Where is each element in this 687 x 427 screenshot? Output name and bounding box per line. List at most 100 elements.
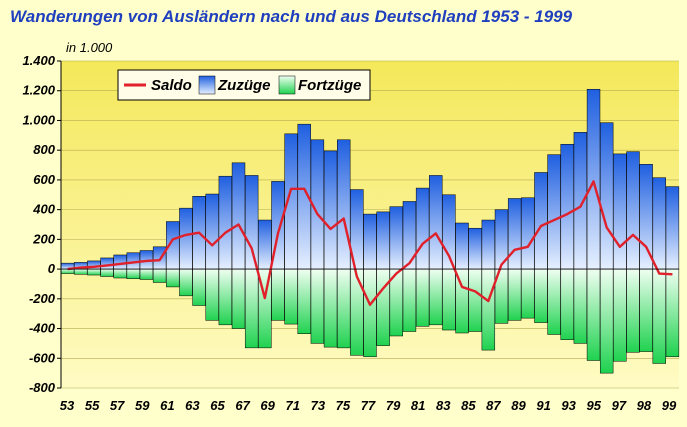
- bar-zuzuege-1998: [652, 177, 666, 270]
- x-tick-label-14: 81: [411, 398, 425, 413]
- bar-fortzuege-1979: [402, 268, 417, 332]
- x-tick-label-9: 71: [286, 398, 300, 413]
- bar-fortzuege-1969: [271, 268, 285, 321]
- legend-box: [117, 69, 371, 101]
- x-tick-label-8: 69: [260, 398, 275, 413]
- bar-fortzuege-1959: [139, 268, 154, 280]
- bar-fortzuege-1973: [323, 268, 338, 348]
- bar-zuzuege-1962: [179, 207, 193, 270]
- bar-fortzuege-1993: [586, 268, 601, 361]
- bar-fortzuege-1992: [573, 268, 588, 344]
- x-tick-label-5: 63: [185, 398, 200, 413]
- bar-fortzuege-1998: [652, 268, 666, 364]
- bar-zuzuege-1979: [402, 201, 417, 270]
- bar-fortzuege-1956: [100, 268, 114, 277]
- bar-fortzuege-1982: [442, 268, 456, 331]
- bar-fortzuege-1957: [113, 268, 127, 279]
- x-tick-label-1: 55: [85, 398, 100, 413]
- bar-fortzuege-1977: [376, 268, 390, 346]
- y-tick-label-8: 800: [33, 142, 55, 157]
- x-tick-label-20: 93: [561, 398, 576, 413]
- x-tick-label-23: 98: [637, 398, 652, 413]
- x-tick-label-15: 83: [436, 398, 451, 413]
- bar-zuzuege-1956: [100, 257, 114, 270]
- legend-zuzuege-swatch: [198, 75, 216, 95]
- bar-fortzuege-1975: [350, 268, 364, 356]
- x-tick-label-13: 79: [386, 398, 401, 413]
- bar-fortzuege-1972: [310, 268, 325, 344]
- bar-zuzuege-1985: [481, 219, 496, 270]
- axes: [60, 61, 679, 388]
- legend-zuzuege-label: Zuzüge: [217, 77, 271, 94]
- x-tick-label-18: 89: [511, 398, 526, 413]
- bar-fortzuege-1966: [231, 268, 246, 329]
- x-tick-label-6: 65: [210, 398, 225, 413]
- y-tick-label-10: 1.200: [22, 83, 55, 98]
- bar-zuzuege-1964: [205, 193, 219, 270]
- bar-fortzuege-1964: [205, 268, 219, 321]
- y-ticks: -800 -600 -400 -200 0 200 400 600 800 1.000 1.200 1…: [22, 53, 61, 395]
- legend-saldo-label: Saldo: [151, 77, 192, 94]
- bar-fortzuege-1988: [521, 268, 535, 319]
- bar-fortzuege-1997: [639, 268, 653, 352]
- bar-zuzuege-1957: [113, 254, 127, 270]
- x-tick-label-2: 57: [110, 398, 125, 413]
- chart-title: Wanderungen von Ausländern nach und aus …: [10, 7, 573, 26]
- bar-zuzuege-1965: [218, 175, 233, 270]
- y-tick-label-9: 1.000: [22, 112, 55, 127]
- x-tick-label-0: 53: [60, 398, 75, 413]
- bar-zuzuege-1966: [231, 162, 246, 270]
- x-tick-label-21: 95: [587, 398, 602, 413]
- bar-fortzuege-1991: [560, 268, 574, 340]
- bar-fortzuege-1984: [468, 268, 482, 332]
- bar-fortzuege-1994: [599, 268, 614, 374]
- bar-zuzuege-1974: [337, 139, 351, 270]
- bar-zuzuege-1993: [586, 88, 601, 270]
- x-tick-label-7: 67: [235, 398, 250, 413]
- bar-zuzuege-1973: [323, 150, 338, 270]
- bar-zuzuege-1984: [468, 227, 482, 270]
- bar-fortzuege-1995: [613, 268, 627, 362]
- y-tick-label-4: 0: [48, 261, 56, 276]
- legend: Saldo Zuzüge Fortzüge: [117, 69, 371, 101]
- bar-zuzuege-1968: [258, 219, 272, 270]
- bar-fortzuege-1980: [415, 268, 430, 327]
- y-tick-label-5: 200: [32, 231, 55, 246]
- x-tick-label-4: 61: [160, 398, 174, 413]
- x-tick-label-17: 87: [486, 398, 501, 413]
- x-tick-label-16: 85: [461, 398, 476, 413]
- saldo-line: [67, 180, 673, 306]
- bar-fortzuege-1958: [126, 268, 141, 280]
- x-ticks: 53 55 57 59 61 63 65 67 69 71 73 75 77 79 81 83 85 87 89 91…: [60, 398, 677, 413]
- y-tick-label-3: -200: [29, 291, 56, 306]
- bar-zuzuege-1999: [665, 186, 680, 270]
- bar-zuzuege-1983: [455, 222, 469, 270]
- bar-fortzuege-1970: [284, 268, 298, 325]
- bar-fortzuege-1996: [626, 268, 640, 353]
- bar-fortzuege-1963: [192, 268, 206, 306]
- bar-fortzuege-1989: [534, 268, 548, 323]
- bar-zuzuege-1989: [534, 172, 548, 270]
- bar-fortzuege-1967: [244, 268, 259, 349]
- bar-zuzuege-1991: [560, 143, 574, 270]
- bar-zuzuege-1981: [429, 175, 443, 270]
- bar-fortzuege-1955: [87, 268, 101, 276]
- x-tick-label-10: 73: [311, 398, 326, 413]
- x-tick-label-22: 97: [612, 398, 627, 413]
- bar-zuzuege-1995: [613, 153, 627, 270]
- y-tick-label-11: 1.400: [22, 53, 55, 68]
- bar-fortzuege-1974: [337, 268, 351, 349]
- x-tick-label-11: 75: [336, 398, 351, 413]
- x-tick-label-24: 99: [662, 398, 677, 413]
- bar-zuzuege-1967: [244, 175, 259, 270]
- y-tick-label-2: -400: [29, 321, 56, 336]
- bar-fortzuege-1960: [152, 268, 167, 283]
- bar-zuzuege-1977: [376, 211, 390, 270]
- bar-zuzuege-1988: [521, 197, 535, 270]
- x-tick-label-3: 59: [135, 398, 150, 413]
- x-tick-label-12: 77: [361, 398, 376, 413]
- bar-zuzuege-1976: [363, 213, 377, 270]
- bar-zuzuege-1978: [389, 206, 403, 270]
- bar-zuzuege-1987: [507, 198, 522, 270]
- bar-fortzuege-1999: [665, 268, 680, 358]
